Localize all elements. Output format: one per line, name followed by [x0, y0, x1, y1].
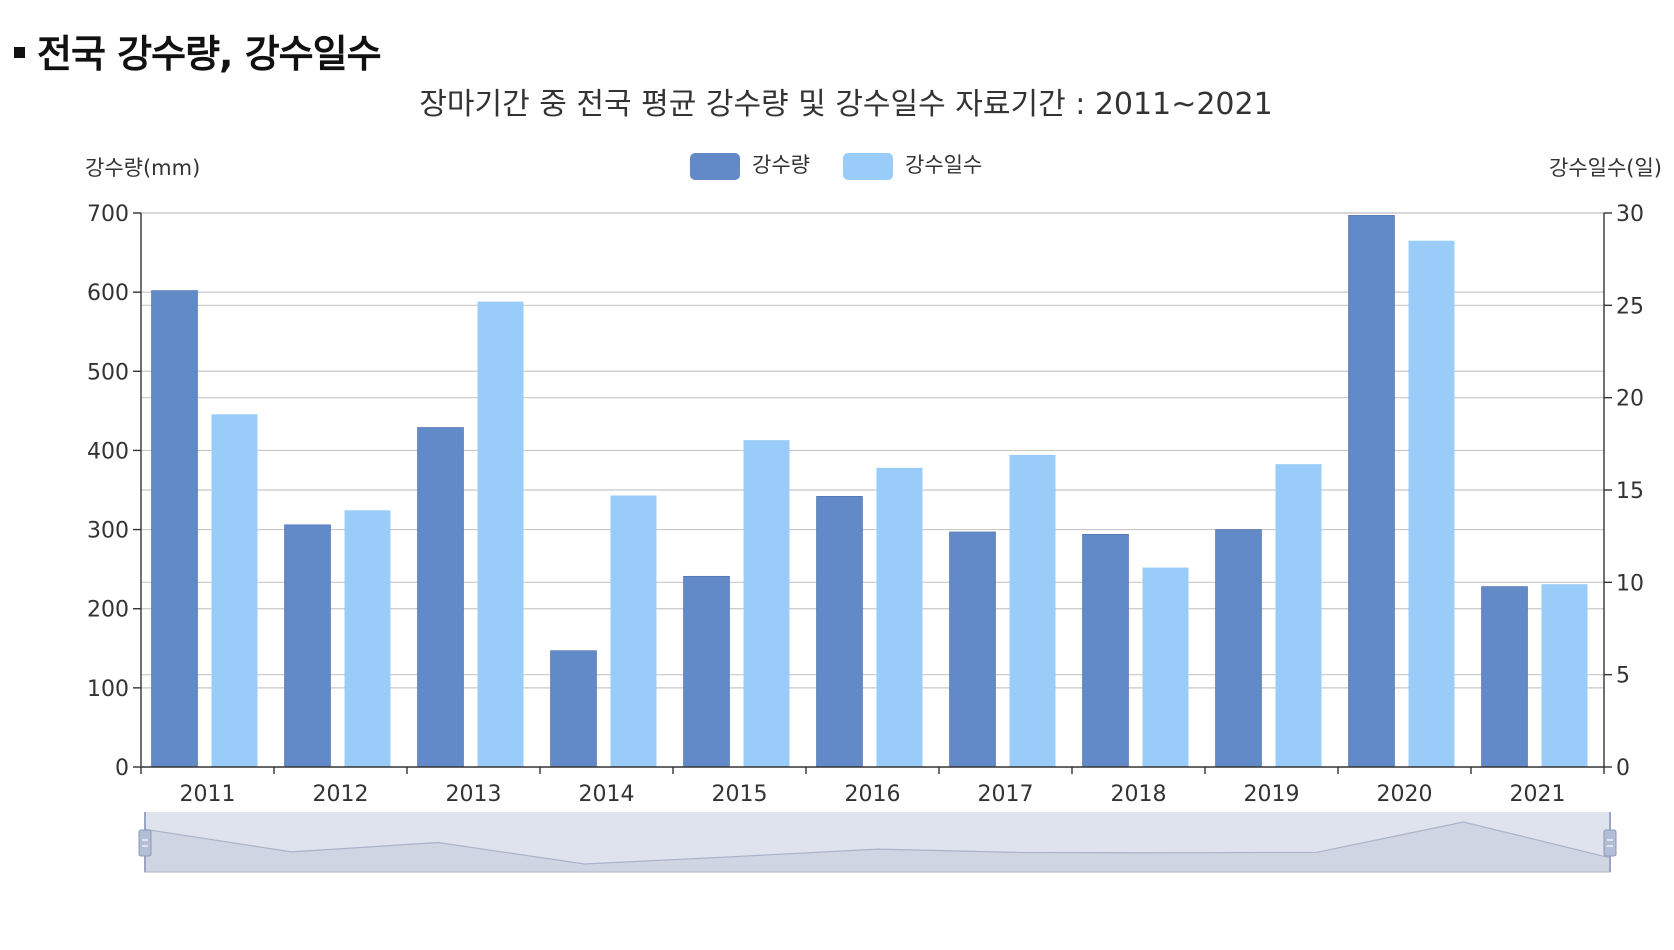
y-tick-label-left: 600: [87, 281, 129, 306]
y-tick-label-left: 500: [87, 360, 129, 385]
bar-raindays: [477, 301, 524, 767]
bar-raindays: [344, 510, 391, 767]
zoom-slider[interactable]: [138, 812, 1617, 873]
y-tick-label-right: 0: [1616, 756, 1630, 781]
y-axis-label-left: 강수량(mm): [85, 156, 200, 180]
bar-rainfall: [550, 650, 597, 768]
bar-raindays: [743, 440, 790, 767]
x-tick-label: 2014: [579, 782, 635, 807]
x-tick-label: 2017: [978, 782, 1034, 807]
bar-raindays: [1408, 240, 1455, 767]
chart-title: 장마기간 중 전국 평균 강수량 및 강수일수 자료기간 : 2011~2021: [419, 87, 1272, 122]
y-tick-label-right: 10: [1616, 571, 1644, 596]
bar-rainfall: [816, 496, 863, 768]
bar-raindays: [1142, 567, 1189, 767]
zoom-handle-right[interactable]: [1603, 829, 1617, 857]
legend-item-raindays[interactable]: 강수일수: [843, 153, 982, 180]
x-tick-label: 2011: [180, 782, 236, 807]
y-tick-label-left: 0: [115, 756, 129, 781]
x-tick-label: 2018: [1111, 782, 1167, 807]
y-tick-label-right: 30: [1616, 202, 1644, 227]
y-tick-label-right: 25: [1616, 294, 1644, 319]
zoom-handle-grip: [138, 829, 152, 857]
y-tick-label-left: 700: [87, 202, 129, 227]
bar-raindays: [1541, 584, 1588, 767]
section-heading: 전국 강수량, 강수일수: [14, 24, 382, 76]
bullet-square-icon: [14, 46, 25, 58]
x-tick-label: 2021: [1510, 782, 1566, 807]
bar-rainfall: [1481, 586, 1528, 768]
bar-rainfall: [417, 427, 464, 768]
x-tick-label: 2012: [313, 782, 369, 807]
legend-label-raindays: 강수일수: [905, 153, 982, 177]
x-tick-label: 2016: [845, 782, 901, 807]
x-tick-label: 2013: [446, 782, 502, 807]
bar-rainfall: [683, 575, 730, 768]
zoom-overview-area: [144, 821, 1611, 873]
x-axis-ticks: 2011 2012 2013 2014 2015 2016 2017 2018 2019 2020…: [140, 767, 1605, 807]
legend-label-rainfall: 강수량: [752, 153, 810, 177]
legend[interactable]: 강수량 강수일수: [690, 153, 982, 180]
y-tick-label-right: 15: [1616, 479, 1644, 504]
legend-item-rainfall[interactable]: 강수량: [690, 153, 810, 180]
bar-raindays: [610, 495, 657, 767]
bar-rainfall: [949, 531, 996, 768]
y-tick-label-left: 400: [87, 439, 129, 464]
y-tick-label-right: 5: [1616, 664, 1630, 689]
y-axis-label-right: 강수일수(일): [1549, 156, 1662, 180]
bar-rainfall: [151, 290, 198, 768]
y-tick-label-left: 200: [87, 598, 129, 623]
legend-swatch-raindays: [843, 153, 893, 180]
bar-rainfall: [1082, 534, 1129, 768]
zoom-handle-left[interactable]: [138, 829, 152, 857]
y-tick-label-left: 100: [87, 677, 129, 702]
x-tick-label: 2015: [712, 782, 768, 807]
x-tick-label: 2020: [1377, 782, 1433, 807]
zoom-handle-grip: [1603, 829, 1617, 857]
bar-rainfall: [1215, 529, 1262, 768]
bar-raindays: [1009, 454, 1056, 767]
y-axis-ticks-right: 0 5 10 15 20 25 30: [1604, 202, 1644, 781]
bar-raindays: [211, 414, 258, 767]
y-axis-ticks-left: 0 100 200 300 400 500 600 700: [87, 202, 141, 781]
y-tick-label-right: 20: [1616, 387, 1644, 412]
section-title: 전국 강수량, 강수일수: [37, 31, 382, 76]
legend-swatch-rainfall: [690, 153, 740, 180]
bars: [151, 215, 1588, 768]
bar-raindays: [1275, 464, 1322, 767]
y-tick-label-left: 300: [87, 519, 129, 544]
bar-rainfall: [1348, 215, 1395, 768]
x-tick-label: 2019: [1244, 782, 1300, 807]
bar-rainfall: [284, 524, 331, 768]
bar-raindays: [876, 467, 923, 767]
